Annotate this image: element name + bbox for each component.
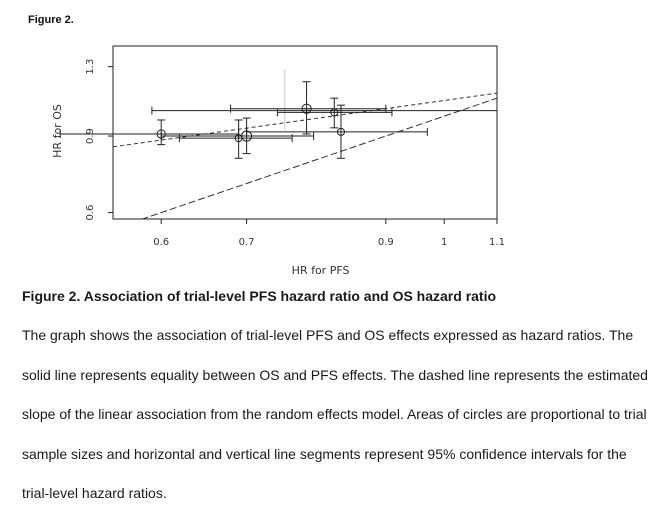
caption-body: The graph shows the association of trial… <box>22 327 648 501</box>
axes: 0.6 0.7 0.9 1 1.1 HR for PFS 0.6 0.9 1.3 HR for O… <box>51 59 505 277</box>
fitted-line <box>113 92 497 148</box>
plot-border <box>112 45 498 220</box>
x-tick-label-2: 0.9 <box>378 237 394 248</box>
y-tick-label-2: 1.3 <box>85 59 96 75</box>
error-bars <box>59 69 498 159</box>
plot-frame <box>112 45 498 220</box>
data-point-4 <box>330 108 339 117</box>
data-point-2 <box>241 130 253 142</box>
equality-line <box>140 97 497 219</box>
y-axis-label: HR for OS <box>51 104 64 158</box>
x-axis-label: HR for PFS <box>292 264 350 277</box>
x-tick-label-1: 0.7 <box>239 237 255 248</box>
data-point-0 <box>156 129 166 139</box>
y-tick-label-0: 0.6 <box>85 205 96 221</box>
y-tick-label-1: 0.9 <box>85 128 96 144</box>
x-tick-label-0: 0.6 <box>153 237 169 248</box>
chart: 0.6 0.7 0.9 1 1.1 HR for PFS 0.6 0.9 1.3 HR for O… <box>51 45 505 277</box>
reference-lines <box>113 92 497 219</box>
data-points <box>156 103 346 143</box>
caption-title: Figure 2. Association of trial-level PFS… <box>22 288 497 304</box>
x-tick-label-4: 1.1 <box>489 237 505 248</box>
data-point-5 <box>336 127 346 136</box>
data-point-3 <box>301 103 312 114</box>
x-tick-label-3: 1 <box>441 237 447 248</box>
figure-label: Figure 2. <box>28 14 74 26</box>
